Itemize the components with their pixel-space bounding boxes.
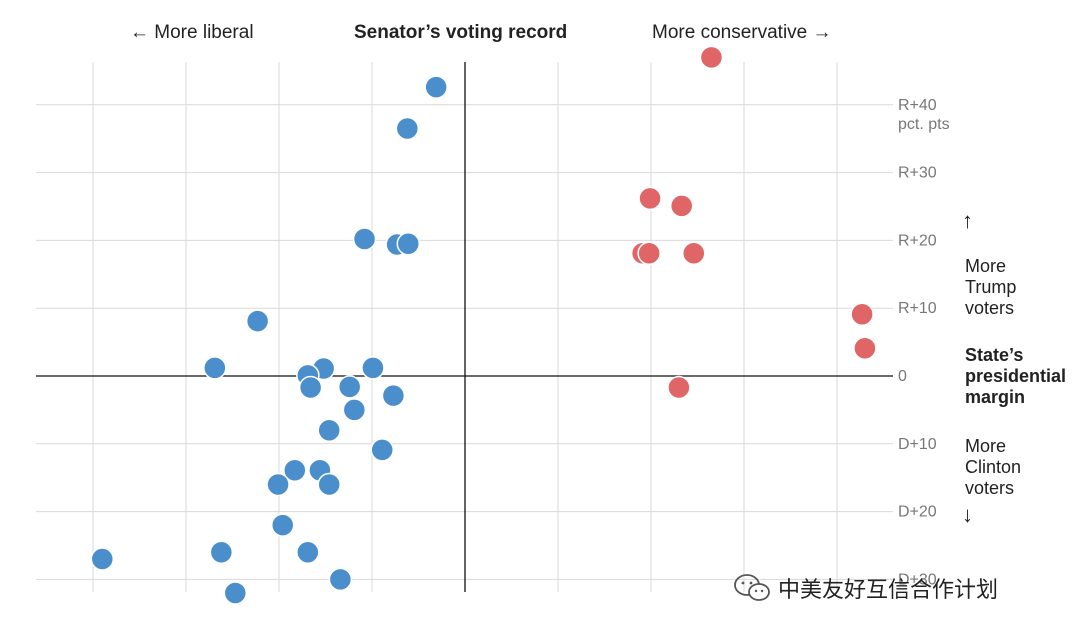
vertical-gridlines <box>92 62 838 592</box>
democrat-senator-point <box>283 458 307 482</box>
y-tick-label: R+40 <box>898 97 937 114</box>
y-tick-label: D+30 <box>898 571 937 588</box>
presidential-margin-label: State’s presidential margin <box>965 345 1066 408</box>
y-tick-unit-label: pct. pts <box>898 116 950 133</box>
democrat-senator-point <box>223 581 248 605</box>
y-tick-labels: R+40 pct. pts R+30 R+20 R+10 0 D+10 D+20 D+30 <box>898 97 950 589</box>
down-arrow-icon: ↓ <box>962 502 973 527</box>
republican-senator-point <box>850 302 874 327</box>
democrat-senator-point <box>342 398 367 422</box>
more-clinton-voters-label: More Clinton voters <box>965 436 1021 499</box>
y-tick-label: R+30 <box>898 165 937 182</box>
democrat-senator-point <box>328 567 353 592</box>
democrat-senator-point <box>381 383 406 408</box>
democrat-senator-point <box>270 513 295 537</box>
wechat-icon <box>734 574 770 601</box>
y-tick-label: D+20 <box>898 504 937 521</box>
y-tick-label: R+10 <box>898 300 937 317</box>
up-arrow-icon: ↑ <box>962 208 973 233</box>
democrat-senator-point <box>317 418 341 442</box>
side-label-line: State’s <box>965 345 1024 365</box>
side-label-line: presidential <box>965 366 1067 386</box>
side-label-line: voters <box>965 298 1015 318</box>
democrat-senator-point <box>370 438 394 462</box>
republican-senator-point <box>667 375 691 400</box>
more-trump-voters-label: More Trump voters <box>965 256 1016 319</box>
democrat-senator-point <box>424 75 448 99</box>
side-label-line: Trump <box>965 277 1017 297</box>
side-label-line: margin <box>965 387 1026 407</box>
y-tick-label: 0 <box>898 368 907 385</box>
side-label-line: Clinton <box>965 457 1022 477</box>
democrat-senator-point <box>361 356 385 380</box>
democrat-senator-point <box>266 472 290 497</box>
republican-senator-point <box>853 336 877 360</box>
y-tick-label: D+10 <box>898 436 937 453</box>
democrat-senator-point <box>317 472 341 497</box>
democrat-senator-point <box>396 232 421 256</box>
y-tick-label: R+20 <box>898 232 937 249</box>
more-conservative-label: More conservative → <box>652 22 832 43</box>
democrat-senator-point <box>298 375 323 400</box>
democrat-senator-point <box>209 540 234 565</box>
republican-senator-point <box>638 186 662 211</box>
democrat-senator-point <box>337 375 362 399</box>
chart-title: Senator’s voting record <box>354 22 568 43</box>
republican-senator-point <box>637 241 661 266</box>
democrat-senator-point <box>90 547 115 571</box>
republican-senator-point <box>669 194 694 218</box>
democrat-senator-point <box>395 116 420 141</box>
republican-senator-point <box>699 45 724 70</box>
more-liberal-label: ← More liberal <box>130 22 254 43</box>
democrat-senator-point <box>296 540 320 565</box>
democrat-senator-point <box>203 356 227 380</box>
side-label-line: More <box>965 436 1007 456</box>
side-label-line: More <box>965 256 1007 276</box>
senator-points <box>90 45 877 605</box>
watermark-text: 中美友好互信合作计划 <box>778 577 999 602</box>
republican-senator-point <box>682 241 706 266</box>
democrat-senator-point <box>245 309 270 333</box>
watermark: 中美友好互信合作计划 <box>732 572 998 604</box>
side-label-line: voters <box>965 478 1015 498</box>
democrat-senator-point <box>352 227 377 251</box>
